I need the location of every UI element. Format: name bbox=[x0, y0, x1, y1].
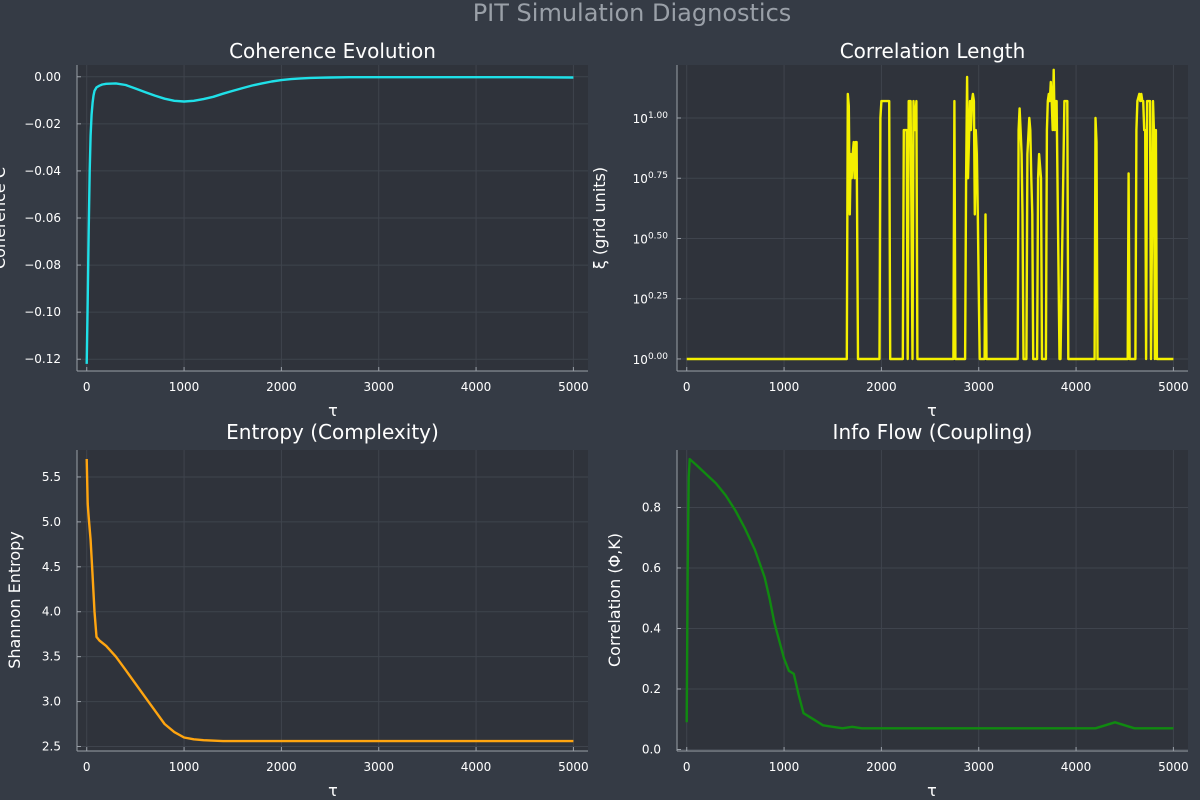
y-tick-exponent: 0.25 bbox=[648, 292, 668, 302]
y-tick-label: 100.00 bbox=[633, 352, 669, 367]
x-tick-label: 1000 bbox=[769, 760, 800, 774]
x-tick-label: 5000 bbox=[558, 380, 589, 394]
plot-area bbox=[77, 450, 588, 751]
y-tick-base: 10 bbox=[633, 293, 648, 307]
y-tick-label: −0.04 bbox=[24, 164, 61, 178]
x-tick-label: 3000 bbox=[363, 380, 394, 394]
x-tick-label: 3000 bbox=[363, 760, 394, 774]
chart-panel-1: 0 1000 2000 3000 4000 5000 0.00 −0.02 −0.04 −0.06… bbox=[0, 39, 589, 420]
x-axis-label: τ bbox=[927, 401, 937, 420]
x-tick-label: 5000 bbox=[1158, 760, 1189, 774]
x-tick-label: 0 bbox=[683, 380, 691, 394]
figure-title: PIT Simulation Diagnostics bbox=[473, 0, 792, 27]
y-tick-label: 3.5 bbox=[42, 650, 61, 664]
series-line-1 bbox=[685, 457, 1174, 730]
y-tick-label: −0.06 bbox=[24, 211, 61, 225]
y-tick-label: 0.8 bbox=[642, 500, 661, 514]
plot-area bbox=[677, 65, 1188, 371]
y-tick-label: 0.2 bbox=[642, 682, 661, 696]
x-axis-label: τ bbox=[328, 401, 338, 420]
chart-panel-3: 0 1000 2000 3000 4000 5000 2.5 3.0 3.5 4.0 4.5 5.0 5… bbox=[5, 420, 589, 800]
x-tick-label: 0 bbox=[83, 760, 91, 774]
x-axis-label: τ bbox=[927, 781, 937, 800]
chart-panel-2: 0 1000 2000 3000 4000 5000100.00100.25100.501… bbox=[590, 39, 1189, 420]
y-tick-exponent: 0.75 bbox=[648, 171, 668, 181]
series-line-1 bbox=[85, 75, 574, 364]
x-tick-label: 3000 bbox=[963, 380, 994, 394]
chart-panels: 0 1000 2000 3000 4000 50000.00−0.02−0.04−0.06… bbox=[0, 39, 1189, 800]
x-tick-label: 4000 bbox=[461, 760, 492, 774]
y-tick-base: 10 bbox=[633, 172, 648, 186]
y-tick-label: −0.02 bbox=[24, 117, 61, 131]
x-tick-label: 2000 bbox=[866, 380, 897, 394]
y-axis-label: Correlation (Φ,K) bbox=[605, 533, 624, 667]
x-tick-label: 1000 bbox=[169, 380, 200, 394]
y-tick-label: 100.50 bbox=[633, 231, 669, 246]
y-tick-label: 0.0 bbox=[642, 742, 661, 756]
y-tick-label: −0.12 bbox=[24, 352, 61, 366]
y-tick-label: 4.5 bbox=[42, 560, 61, 574]
chart-title: Info Flow (Coupling) bbox=[833, 420, 1033, 444]
x-tick-label: 1000 bbox=[769, 380, 800, 394]
x-tick-label: 5000 bbox=[1158, 380, 1189, 394]
y-tick-base: 10 bbox=[633, 232, 648, 246]
y-tick-label: −0.08 bbox=[24, 258, 61, 272]
x-tick-label: 5000 bbox=[558, 760, 589, 774]
x-tick-label: 1000 bbox=[169, 760, 200, 774]
y-tick-label: 100.25 bbox=[633, 292, 668, 307]
chart-title: Entropy (Complexity) bbox=[226, 420, 439, 444]
y-tick-label: 2.5 bbox=[42, 740, 61, 754]
chart-panel-4: 0 1000 2000 3000 4000 5000 0.0 0.2 0.4 0.6 0.8 Info… bbox=[605, 420, 1189, 800]
series-line-1 bbox=[85, 458, 574, 743]
plot-area bbox=[677, 450, 1188, 751]
y-axis-label: Coherence C bbox=[0, 167, 9, 269]
y-tick-label: 0.6 bbox=[642, 561, 661, 575]
y-tick-label: 4.0 bbox=[42, 605, 61, 619]
y-axis-label: Shannon Entropy bbox=[5, 531, 24, 669]
x-tick-label: 4000 bbox=[461, 380, 492, 394]
y-tick-label: 5.5 bbox=[42, 470, 61, 484]
x-tick-label: 0 bbox=[83, 380, 91, 394]
y-tick-base: 10 bbox=[633, 353, 648, 367]
chart-title: Correlation Length bbox=[840, 39, 1026, 63]
x-axis-label: τ bbox=[328, 781, 338, 800]
y-tick-label: 0.00 bbox=[34, 70, 61, 84]
y-tick-base: 10 bbox=[633, 112, 648, 126]
x-tick-label: 3000 bbox=[963, 760, 994, 774]
y-tick-exponent: 0.50 bbox=[648, 231, 668, 241]
x-tick-label: 4000 bbox=[1061, 760, 1092, 774]
x-tick-label: 2000 bbox=[266, 380, 297, 394]
y-tick-label: −0.10 bbox=[24, 305, 61, 319]
y-tick-label: 5.0 bbox=[42, 515, 61, 529]
x-tick-label: 0 bbox=[683, 760, 691, 774]
y-tick-label: 0.4 bbox=[642, 621, 661, 635]
series-line-1 bbox=[686, 68, 1174, 361]
x-tick-label: 2000 bbox=[866, 760, 897, 774]
x-tick-label: 2000 bbox=[266, 760, 297, 774]
y-tick-exponent: 1.00 bbox=[648, 111, 668, 121]
y-axis-label: ξ (grid units) bbox=[590, 167, 609, 269]
chart-title: Coherence Evolution bbox=[229, 39, 436, 63]
y-tick-label: 100.75 bbox=[633, 171, 668, 186]
x-tick-label: 4000 bbox=[1061, 380, 1092, 394]
y-tick-label: 101.00 bbox=[633, 111, 669, 126]
y-tick-exponent: 0.00 bbox=[648, 352, 668, 362]
y-tick-label: 3.0 bbox=[42, 695, 61, 709]
